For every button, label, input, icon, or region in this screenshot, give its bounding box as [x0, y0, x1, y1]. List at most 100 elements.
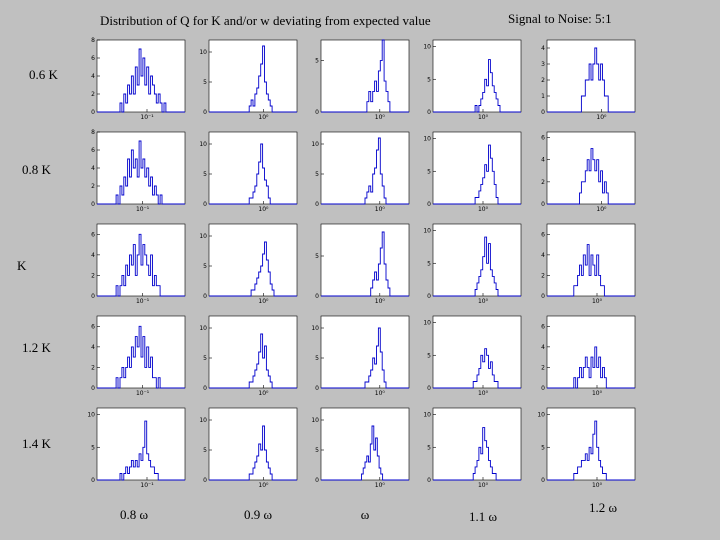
- xtick-label: 10⁰: [375, 206, 386, 213]
- ytick-label: 5: [203, 355, 207, 362]
- ytick-label: 0: [427, 109, 431, 116]
- ytick-label: 5: [203, 263, 207, 270]
- ytick-label: 5: [315, 171, 319, 178]
- series-line-4-3: [433, 427, 521, 481]
- xtick-label: 10⁰: [478, 114, 489, 121]
- xtick-label: 10⁻¹: [140, 114, 154, 121]
- ytick-label: 2: [91, 91, 95, 98]
- ytick-label: 3: [541, 61, 545, 68]
- ytick-label: 0: [541, 477, 545, 484]
- ytick-label: 5: [427, 76, 431, 83]
- xtick-label: 10⁰: [478, 390, 489, 397]
- xtick-label: 10⁻¹: [140, 482, 154, 489]
- ytick-label: 8: [91, 129, 95, 136]
- ytick-label: 0: [315, 385, 319, 392]
- ytick-label: 0: [91, 201, 95, 208]
- ytick-label: 0: [91, 385, 95, 392]
- series-line-4-1: [209, 425, 297, 481]
- ytick-label: 10: [311, 417, 319, 424]
- panel-1-3: [432, 131, 522, 205]
- ytick-label: 2: [541, 179, 545, 186]
- ytick-label: 0: [427, 385, 431, 392]
- col-label-1.1w: 1.1 ω: [468, 509, 498, 524]
- col-label-0.9w: 0.9 ω: [243, 507, 273, 522]
- ytick-label: 8: [91, 37, 95, 44]
- series-line-0-2: [321, 39, 409, 113]
- ytick-label: 4: [91, 344, 95, 351]
- ytick-label: 5: [203, 447, 207, 454]
- ytick-label: 4: [91, 252, 95, 259]
- ytick-label: 5: [315, 253, 319, 260]
- xtick-label: 10⁰: [478, 482, 489, 489]
- series-line-3-2: [321, 327, 409, 389]
- xtick-label: 10⁰: [258, 114, 269, 121]
- ytick-label: 6: [541, 323, 545, 330]
- xtick-label: 10⁰: [596, 206, 607, 213]
- ytick-label: 5: [541, 444, 545, 451]
- panel-0-2: [320, 39, 410, 113]
- xtick-label: 10⁰: [592, 298, 603, 305]
- ytick-label: 0: [541, 293, 545, 300]
- ytick-label: 0: [315, 201, 319, 208]
- xtick-label: 10⁻¹: [136, 206, 150, 213]
- series-line-0-3: [433, 59, 521, 113]
- xtick-label: 10⁰: [478, 206, 489, 213]
- xtick-label: 10⁰: [375, 390, 386, 397]
- ytick-label: 10: [537, 412, 545, 419]
- series-line-3-3: [433, 348, 521, 389]
- ytick-label: 6: [91, 231, 95, 238]
- series-line-4-0: [97, 420, 185, 481]
- ytick-label: 10: [199, 325, 207, 332]
- panel-4-3: [432, 407, 522, 481]
- ytick-label: 5: [91, 444, 95, 451]
- ytick-label: 4: [541, 157, 545, 164]
- series-line-2-1: [209, 241, 297, 297]
- series-line-0-0: [97, 48, 185, 113]
- ytick-label: 0: [315, 109, 319, 116]
- ytick-label: 5: [427, 260, 431, 267]
- ytick-label: 10: [423, 44, 431, 51]
- xtick-label: 10⁰: [375, 114, 386, 121]
- ytick-label: 5: [315, 58, 319, 65]
- ytick-label: 10: [311, 141, 319, 148]
- ytick-label: 10: [199, 141, 207, 148]
- signal-to-noise-label: Signal to Noise: 5:1: [508, 11, 612, 26]
- ytick-label: 5: [203, 79, 207, 86]
- xtick-label: 10⁰: [592, 390, 603, 397]
- row-label-1.2k: 1.2 K: [22, 340, 51, 355]
- ytick-label: 0: [203, 385, 207, 392]
- ytick-label: 6: [91, 55, 95, 62]
- ytick-label: 10: [87, 412, 95, 419]
- ytick-label: 10: [423, 228, 431, 235]
- ytick-label: 5: [427, 444, 431, 451]
- xtick-label: 10⁻¹: [136, 298, 150, 305]
- panel-2-1: [208, 223, 298, 297]
- ytick-label: 10: [199, 233, 207, 240]
- ytick-label: 1: [541, 93, 545, 100]
- series-line-4-4: [547, 420, 635, 481]
- ytick-label: 10: [311, 325, 319, 332]
- ytick-label: 5: [315, 447, 319, 454]
- ytick-label: 10: [199, 49, 207, 56]
- series-line-2-3: [433, 236, 521, 297]
- ytick-label: 0: [91, 109, 95, 116]
- series-line-1-2: [321, 137, 409, 205]
- panel-4-0: [96, 407, 186, 481]
- ytick-label: 2: [541, 364, 545, 371]
- figure-title: Distribution of Q for K and/or w deviati…: [100, 13, 431, 28]
- xtick-label: 10⁰: [258, 206, 269, 213]
- xtick-label: 10⁰: [596, 114, 607, 121]
- xtick-label: 10⁰: [478, 298, 489, 305]
- ytick-label: 0: [91, 293, 95, 300]
- ytick-label: 4: [541, 45, 545, 52]
- series-line-2-0: [97, 233, 185, 297]
- series-line-0-4: [547, 47, 635, 113]
- xtick-label: 10⁰: [258, 390, 269, 397]
- ytick-label: 10: [423, 412, 431, 419]
- ytick-label: 0: [315, 477, 319, 484]
- ytick-label: 0: [427, 201, 431, 208]
- ytick-label: 0: [91, 477, 95, 484]
- series-line-3-4: [547, 346, 635, 389]
- series-line-3-1: [209, 333, 297, 389]
